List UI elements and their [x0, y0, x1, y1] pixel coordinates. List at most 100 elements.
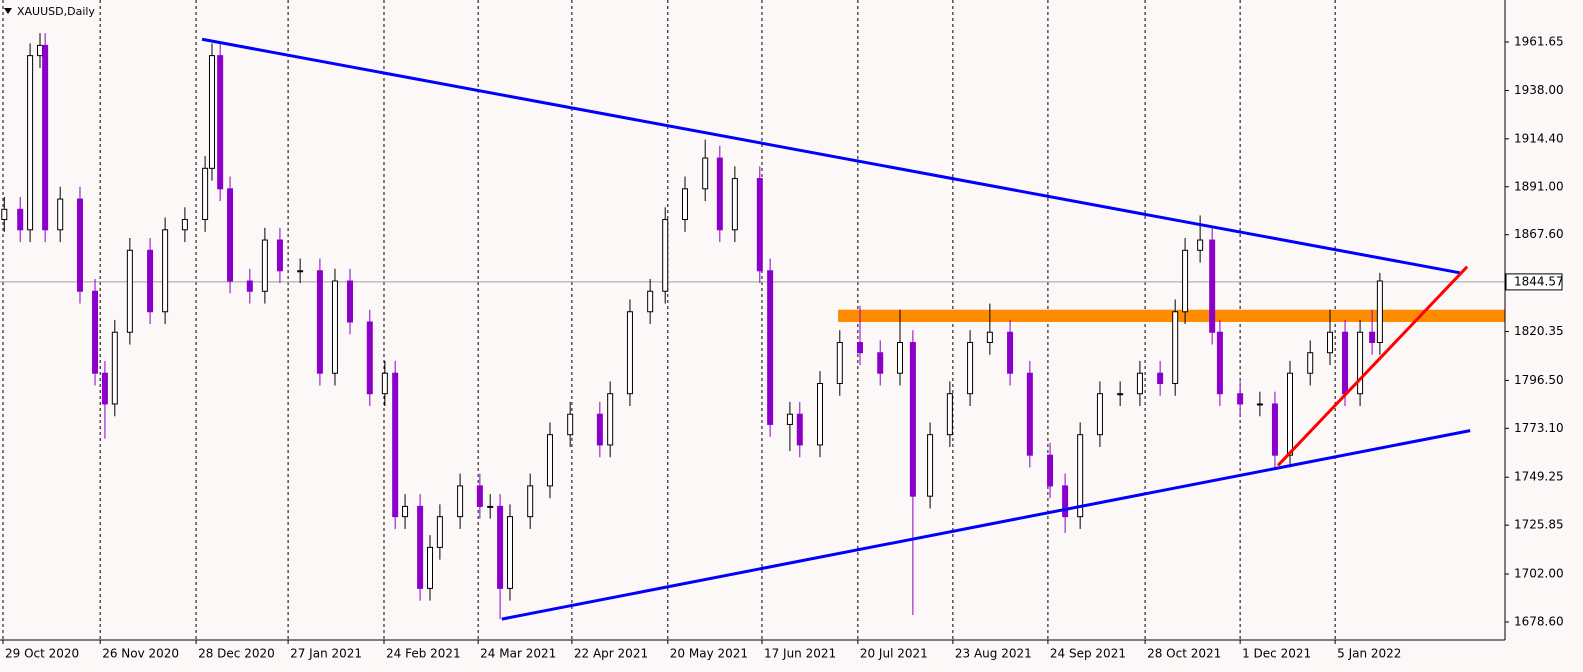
- candle-body: [381, 372, 388, 395]
- x-tick-label: 28 Dec 2020: [198, 647, 275, 661]
- candle-body: [476, 485, 483, 507]
- candle-body: [276, 239, 283, 272]
- x-tick-label: 27 Jan 2021: [290, 647, 362, 661]
- candle-body: [716, 157, 723, 231]
- y-tick-label: 1702.00: [1514, 567, 1564, 581]
- y-tick-label: 1796.50: [1514, 373, 1564, 387]
- candle-body: [1007, 331, 1014, 374]
- candle-body: [817, 382, 824, 446]
- candle-body: [347, 280, 354, 323]
- candle-body: [596, 413, 603, 446]
- candle-body: [1307, 352, 1314, 374]
- current-price-label: 1844.57: [1514, 274, 1564, 288]
- candle-body: [76, 198, 83, 292]
- candle-body: [208, 55, 215, 169]
- candle-body: [1047, 454, 1054, 487]
- x-tick-label: 26 Nov 2020: [102, 647, 179, 661]
- candle-body: [246, 280, 253, 292]
- candle-body: [1062, 485, 1069, 518]
- candle-body: [546, 434, 553, 487]
- candle-body: [27, 55, 34, 231]
- candle-body: [1182, 249, 1189, 313]
- candle-body: [1326, 331, 1333, 354]
- candle-body: [647, 290, 654, 313]
- trend-line: [501, 429, 1471, 621]
- x-tick-label: 20 May 2021: [670, 647, 748, 661]
- candle-body: [36, 44, 43, 57]
- x-tick-label: 1 Dec 2021: [1242, 647, 1311, 661]
- candle-body: [946, 393, 953, 436]
- chart-title: XAUUSD,Daily: [17, 5, 95, 18]
- candle-body: [607, 393, 614, 446]
- candle-body: [147, 249, 154, 313]
- trend-line: [201, 37, 1461, 275]
- candle-body: [896, 341, 903, 374]
- candle-body: [681, 188, 688, 221]
- candle-body: [1271, 403, 1278, 456]
- x-tick-label: 20 Jul 2021: [860, 647, 928, 661]
- current-price-box: [1505, 273, 1563, 291]
- candle-body: [162, 229, 169, 313]
- candle-body: [662, 219, 669, 292]
- candle-body: [92, 290, 99, 374]
- candle-body: [767, 270, 774, 425]
- x-tick-label: 24 Feb 2021: [386, 647, 461, 661]
- y-tick-label: 1938.00: [1514, 83, 1564, 97]
- candle-body: [366, 321, 373, 395]
- candle-body: [527, 485, 534, 518]
- candle-body: [506, 516, 513, 589]
- candle-body: [1157, 372, 1164, 384]
- x-tick-label: 23 Aug 2021: [955, 647, 1032, 661]
- candle-body: [261, 239, 268, 292]
- candle-body: [1256, 403, 1263, 406]
- y-tick-label: 1961.65: [1514, 35, 1564, 49]
- candle-body: [227, 188, 234, 282]
- candle-body: [1077, 434, 1084, 518]
- candle-body: [986, 331, 993, 343]
- candle-body: [786, 413, 793, 425]
- candle-body: [111, 331, 118, 405]
- x-tick-label: 24 Mar 2021: [480, 647, 556, 661]
- candle-body: [626, 311, 633, 395]
- candle-body: [857, 341, 863, 354]
- candle-body: [1172, 311, 1179, 384]
- candle-body: [101, 372, 108, 405]
- y-tick-label: 1749.25: [1514, 470, 1564, 484]
- candle-body: [796, 413, 803, 446]
- candle-body: [181, 219, 188, 231]
- candle-body: [836, 341, 843, 384]
- candle-body: [1117, 393, 1124, 396]
- y-tick-label: 1678.60: [1514, 614, 1564, 628]
- candle-body: [567, 413, 574, 436]
- y-tick-label: 1725.85: [1514, 518, 1564, 532]
- y-tick-label: 1867.60: [1514, 227, 1564, 241]
- y-tick-label: 1820.35: [1514, 324, 1564, 338]
- candle-body: [1287, 372, 1293, 456]
- candle-body: [487, 505, 494, 508]
- candle-body: [217, 55, 224, 190]
- title-arrow: [4, 8, 12, 14]
- candle-body: [967, 341, 974, 395]
- candle-body: [126, 249, 133, 333]
- x-tick-label: 5 Jan 2022: [1337, 647, 1401, 661]
- candle-body: [1216, 331, 1223, 395]
- candle-body: [297, 270, 304, 273]
- candle-body: [497, 505, 504, 589]
- candle-body: [316, 270, 323, 374]
- candle-body: [1237, 393, 1244, 405]
- candle-body: [1026, 372, 1033, 456]
- candle-body: [331, 280, 338, 374]
- trend-line: [1276, 265, 1469, 467]
- candle-body: [1357, 331, 1364, 395]
- x-tick-label: 24 Sep 2021: [1050, 647, 1126, 661]
- candle-body: [427, 546, 433, 589]
- x-tick-label: 29 Oct 2020: [5, 647, 79, 661]
- candle-body: [1, 208, 8, 221]
- candle-body: [1096, 393, 1103, 436]
- x-tick-label: 22 Apr 2021: [574, 647, 648, 661]
- candle-body: [57, 198, 64, 231]
- candle-body: [42, 44, 49, 231]
- candle-body: [1197, 239, 1204, 251]
